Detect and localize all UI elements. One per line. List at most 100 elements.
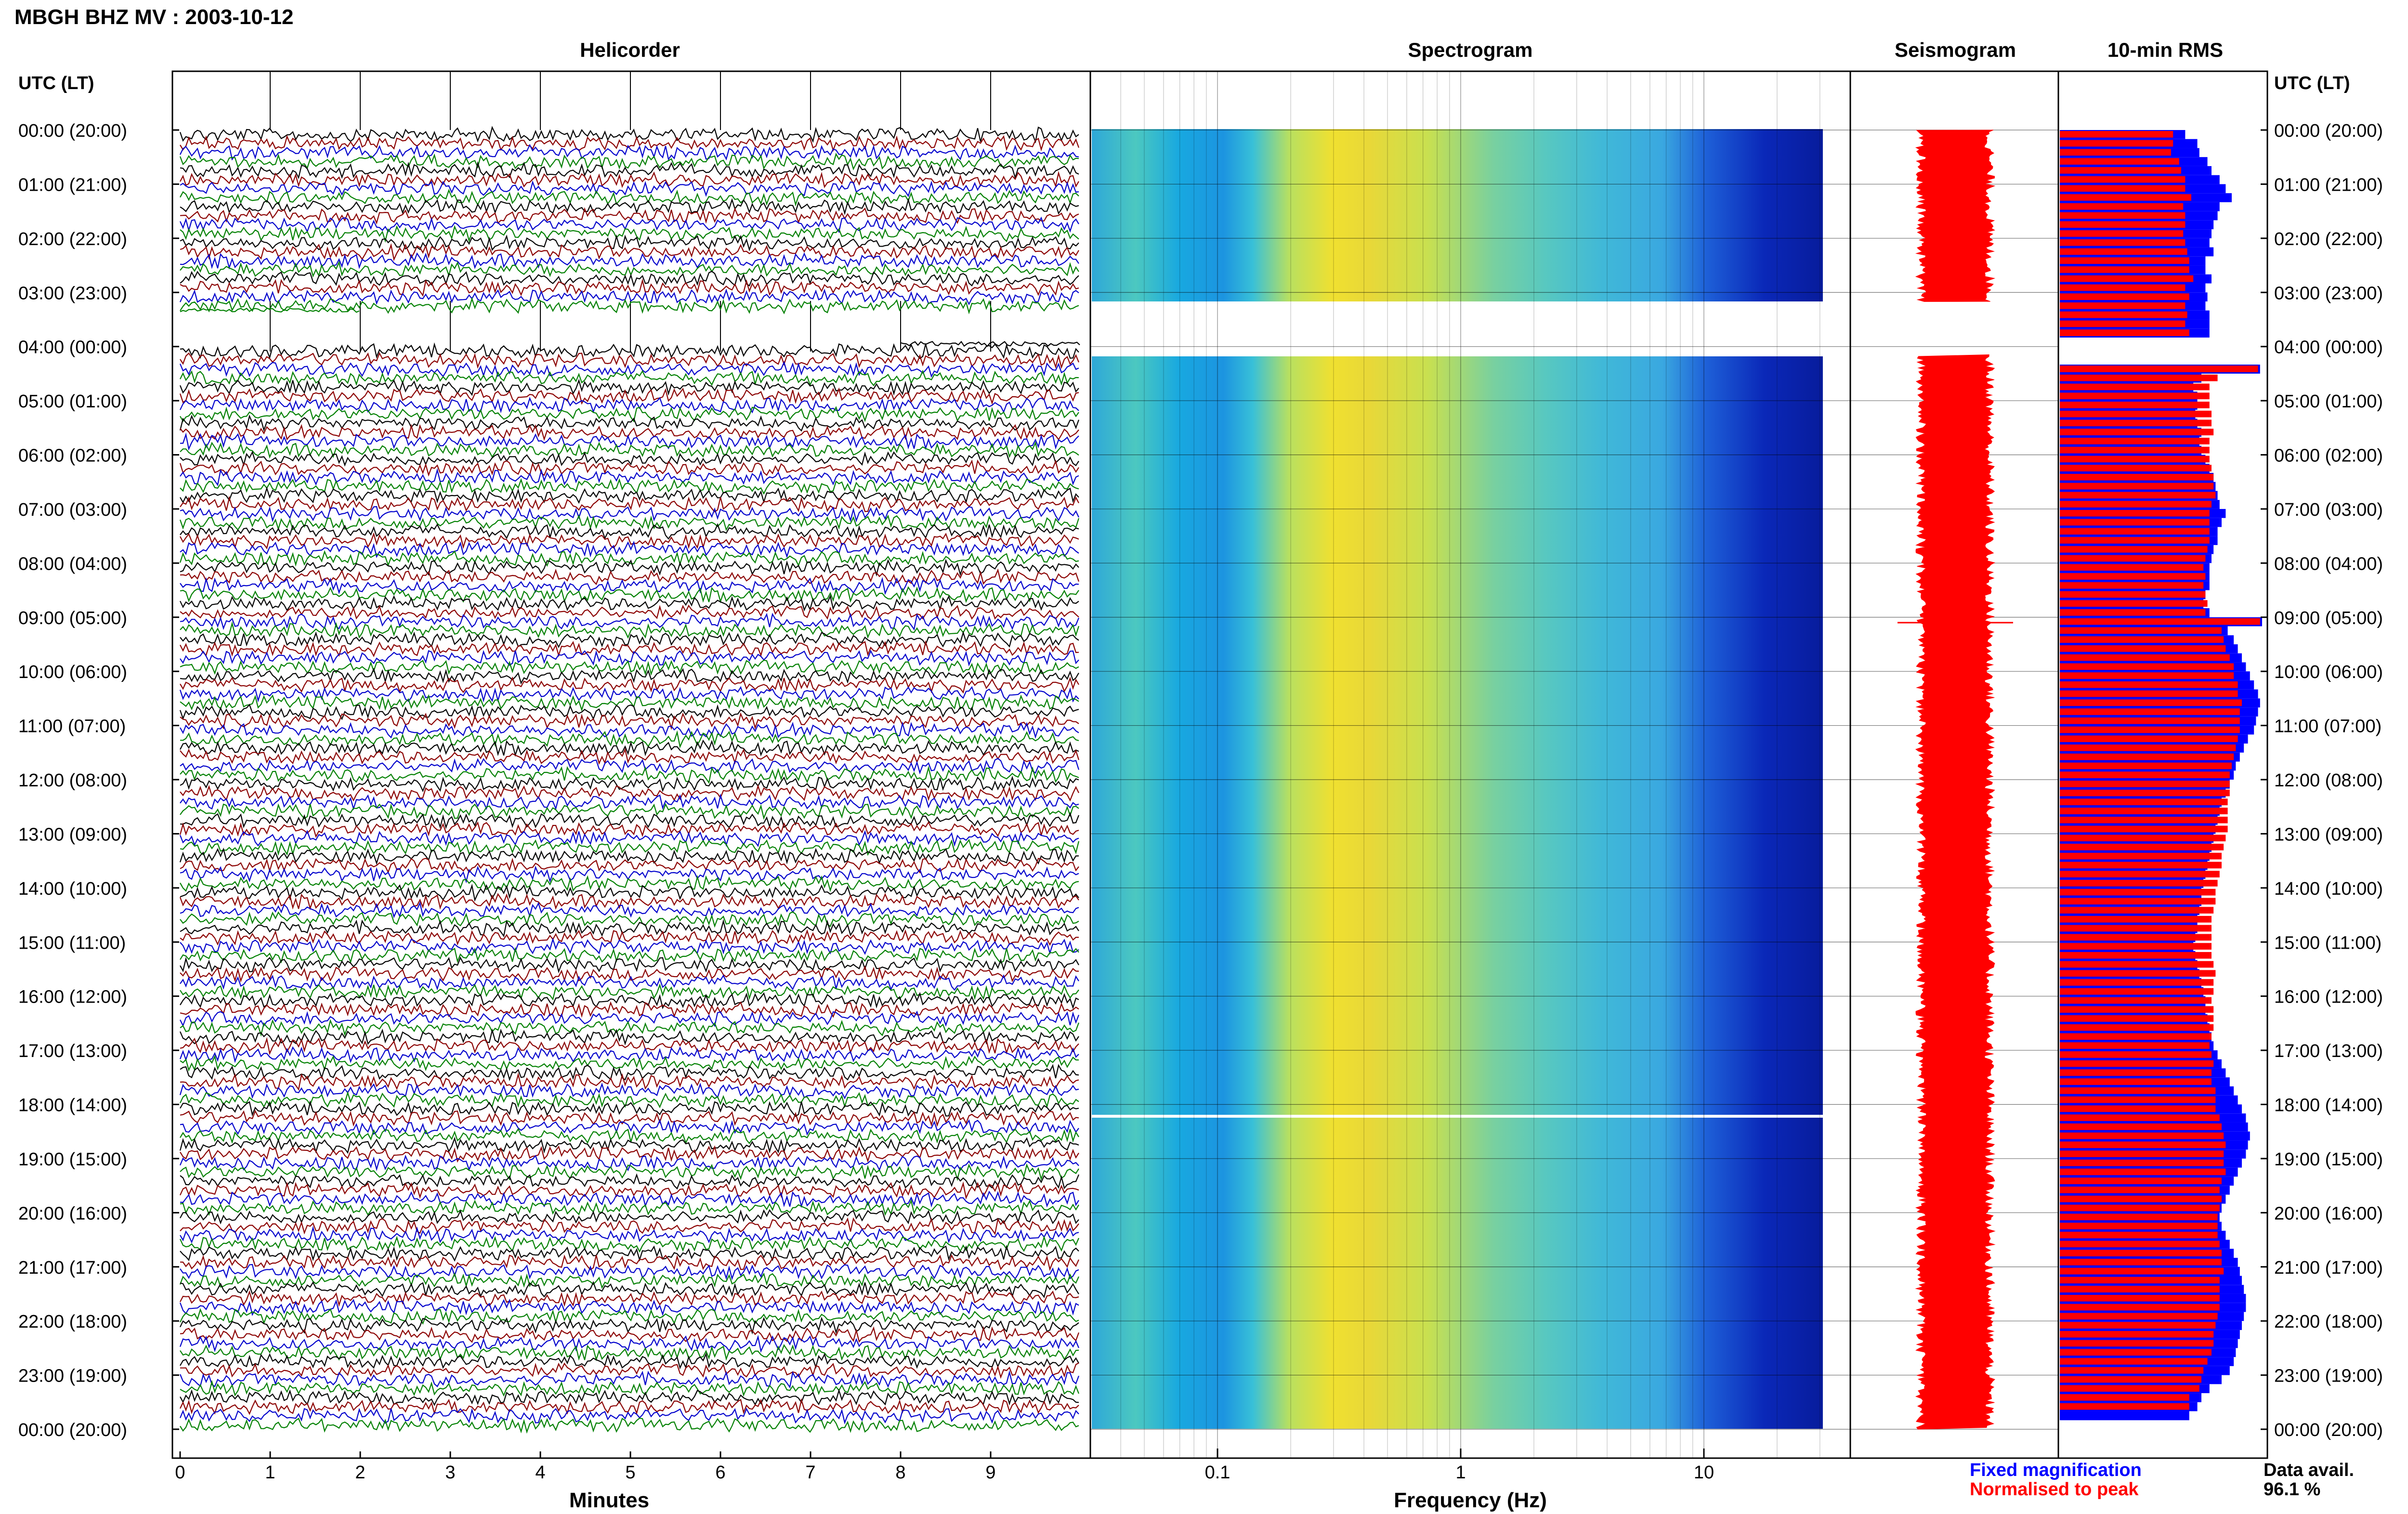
helicorder-traces [179, 126, 1080, 1434]
rms-normalised-bar [2060, 916, 2212, 923]
rms-normalised-bar [2060, 402, 2210, 408]
time-label-right: 07:00 (03:00) [2274, 500, 2383, 520]
helicorder-trace [180, 1362, 1079, 1379]
helicorder-trace [180, 594, 1079, 612]
rms-normalised-bar [2060, 320, 2186, 327]
helicorder-trace [180, 739, 1079, 757]
helicorder-trace [180, 1290, 1079, 1307]
rms-normalised-bar [2060, 329, 2189, 336]
helicorder-trace [179, 288, 1079, 306]
rms-normalised-bar [2060, 618, 2260, 625]
helicorder-trace [180, 1235, 1080, 1253]
rms-normalised-bar [2060, 212, 2186, 219]
rms-normalised-bar [2060, 1376, 2201, 1383]
helicorder-trace [180, 650, 1079, 667]
rms-normalised-bar [2060, 1331, 2214, 1338]
helicorder-trace [180, 613, 1080, 631]
helicorder-trace [180, 965, 1079, 983]
rms-normalised-bar [2060, 248, 2187, 255]
helicorder-trace [180, 468, 1079, 486]
helicorder-trace [180, 776, 1079, 793]
rms-normalised-bar [2060, 1277, 2220, 1284]
time-label-right: 01:00 (21:00) [2274, 175, 2383, 195]
helicorder-trace [180, 956, 1079, 974]
helicorder-trace [180, 1244, 1079, 1262]
rms-normalised-bar [2060, 762, 2232, 770]
rms-normalised-bar [2060, 1168, 2226, 1175]
helicorder-trace [180, 189, 1079, 207]
helicorder-trace [180, 1127, 1079, 1145]
helicorder-x-ticks: 0 1 2 3 4 5 6 7 8 9 [175, 1451, 996, 1483]
time-label-left: 07:00 (03:00) [18, 500, 127, 520]
rms-normalised-bar [2060, 781, 2230, 787]
rms-normalised-bar [2060, 591, 2206, 598]
helicorder-x-tick-label: 6 [715, 1462, 725, 1483]
helicorder-trace [180, 812, 1080, 829]
helicorder-trace [180, 1055, 1079, 1072]
helicorder-trace [180, 1344, 1079, 1362]
helicorder-trace [180, 180, 1079, 197]
helicorder-trace [179, 847, 1079, 865]
rms-normalised-bar [2060, 1069, 2212, 1076]
time-label-left: 00:00 (20:00) [18, 121, 127, 141]
rms-frame [2057, 70, 2268, 1459]
helicorder-trace [180, 1072, 1079, 1091]
helicorder-trace [180, 1001, 1079, 1018]
rms-normalised-bar [2060, 492, 2216, 499]
spectrogram-x-tick-label: 0.1 [1205, 1462, 1230, 1483]
rms-normalised-bar [2060, 1304, 2220, 1311]
time-label-right: 21:00 (17:00) [2274, 1258, 2383, 1278]
rms-normalised-bar [2060, 1150, 2224, 1157]
helicorder-trace [180, 406, 1079, 423]
helicorder-trace [180, 1064, 1079, 1082]
rms-normalised-bar [2060, 1385, 2199, 1392]
rms-normalised-bar [2060, 1051, 2212, 1058]
helicorder-trace [180, 432, 1079, 451]
rms-normalised-bar [2060, 934, 2212, 941]
rms-normalised-bar [2060, 1096, 2216, 1103]
rms-normalised-bar [2060, 979, 2214, 986]
helicorder-x-tick-label: 0 [175, 1462, 185, 1483]
rms-normalised-bar [2060, 798, 2228, 806]
rms-normalised-bar [2060, 600, 2208, 607]
helicorder-trace [179, 126, 1079, 144]
rms-normalised-bar [2060, 194, 2191, 201]
helicorder-trace [180, 207, 1079, 225]
spectrogram-x-ticks: 0.1 1 10 [1205, 1449, 1714, 1483]
helicorder-trace [180, 1264, 1079, 1280]
helicorder-trace [180, 261, 1079, 278]
helicorder-trace [180, 225, 1079, 243]
helicorder-trace [180, 947, 1079, 964]
rms-normalised-bar [2060, 970, 2216, 977]
helicorder-trace [180, 803, 1079, 820]
rms-title: 10-min RMS [2107, 39, 2223, 61]
spectrogram-block-1 [1092, 129, 1823, 301]
rms-normalised-bar [2060, 1006, 2214, 1013]
rms-normalised-bar [2060, 473, 2214, 481]
time-label-right: 23:00 (19:00) [2274, 1366, 2383, 1386]
rms-normalised-bar [2060, 744, 2236, 751]
time-label-right: 17:00 (13:00) [2274, 1041, 2383, 1061]
helicorder-trace [180, 721, 1079, 739]
time-label-right: 03:00 (23:00) [2274, 283, 2383, 303]
rms-normalised-bar [2060, 509, 2210, 517]
time-labels-left: 00:00 (20:00) 01:00 (21:00) 02:00 (22:00) 0… [18, 121, 179, 1440]
helicorder-trace [180, 630, 1079, 649]
rms-normalised-bar [2060, 735, 2238, 743]
helicorder-trace [180, 694, 1079, 712]
time-label-left: 04:00 (00:00) [18, 338, 127, 358]
helicorder-trace [179, 1046, 1079, 1063]
rms-normalised-bar [2060, 771, 2230, 778]
rms-normalised-bar [2060, 852, 2222, 860]
helicorder-trace [180, 1190, 1079, 1208]
rms-normalised-bar [2060, 690, 2238, 697]
time-label-left: 17:00 (13:00) [18, 1041, 127, 1061]
rms-normalised-bar [2060, 1195, 2222, 1202]
helicorder-trace [180, 1308, 1079, 1325]
helicorder-trace [180, 369, 1079, 387]
helicorder-trace [180, 884, 1079, 902]
rms-normalised-bar [2060, 844, 2224, 850]
rms-normalised-bar [2060, 311, 2187, 318]
rms-bars [2060, 130, 2262, 1421]
rms-normalised-bar [2060, 275, 2194, 282]
